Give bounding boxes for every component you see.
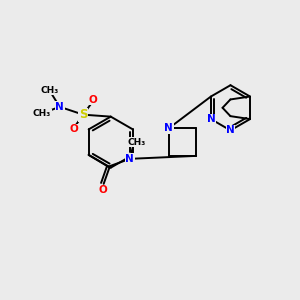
Text: CH₃: CH₃: [128, 138, 146, 147]
Text: N: N: [226, 125, 235, 135]
Text: O: O: [98, 185, 107, 195]
Text: O: O: [89, 95, 98, 105]
Text: N: N: [55, 102, 64, 112]
Text: CH₃: CH₃: [41, 85, 59, 94]
Text: N: N: [207, 114, 215, 124]
Text: CH₃: CH₃: [33, 109, 51, 118]
Text: S: S: [79, 108, 88, 121]
Text: N: N: [125, 154, 134, 164]
Text: N: N: [164, 123, 173, 134]
Text: O: O: [69, 124, 78, 134]
